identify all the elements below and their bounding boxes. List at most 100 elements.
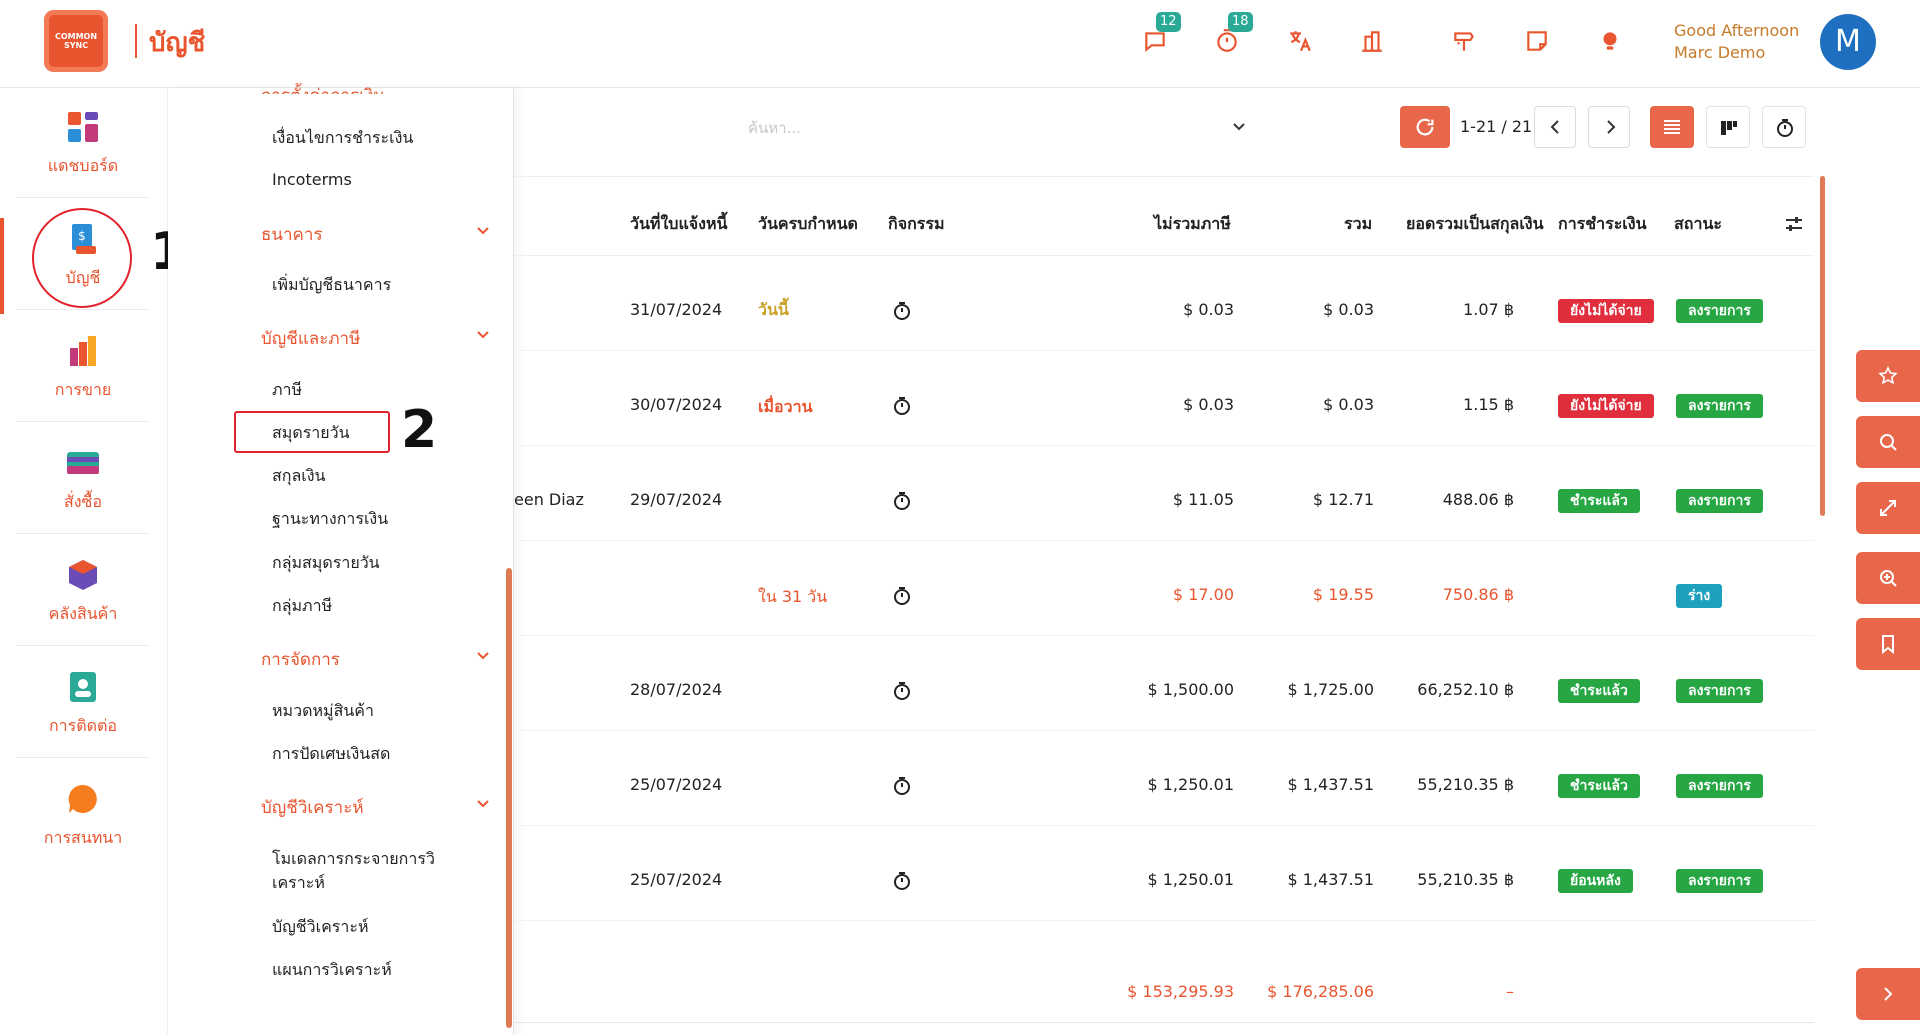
cell-total: $ 1,725.00 <box>1287 680 1374 699</box>
bookmark-button[interactable] <box>1856 618 1920 670</box>
cell-total-currency: 55,210.35 ฿ <box>1417 775 1514 794</box>
refresh-button[interactable] <box>1400 106 1450 148</box>
stopwatch-icon[interactable] <box>892 871 912 891</box>
search-button[interactable] <box>1856 416 1920 468</box>
menu-fiscal-positions[interactable]: ฐานะทางการเงิน <box>272 509 389 528</box>
collapse-panel-button[interactable] <box>1856 968 1920 1020</box>
status-badge: ลงรายการ <box>1676 679 1763 703</box>
nav-label-contacts: การติดต่อ <box>48 716 118 735</box>
expand-button[interactable] <box>1856 482 1920 534</box>
app-logo[interactable]: COMMON SYNC <box>44 10 108 72</box>
stopwatch-icon[interactable] <box>892 491 912 511</box>
logo-divider <box>135 24 137 58</box>
nav-label-discuss: การสนทนา <box>43 828 123 847</box>
row-divider <box>514 825 1814 826</box>
menu-cash-rounding[interactable]: การปัดเศษเงินสด <box>272 744 391 763</box>
chevron-down-icon <box>477 331 489 339</box>
avatar[interactable]: M <box>1820 14 1876 70</box>
status-badge: ลงรายการ <box>1676 489 1763 513</box>
nav-item-dashboard[interactable]: แดชบอร์ด <box>16 88 150 198</box>
nav-item-contacts[interactable]: การติดต่อ <box>16 648 150 758</box>
timer-icon[interactable]: 18 <box>1214 12 1253 58</box>
status-badge: ลงรายการ <box>1676 394 1763 418</box>
stopwatch-icon[interactable] <box>892 396 912 416</box>
translate-icon[interactable] <box>1287 28 1317 58</box>
col-due-date[interactable]: วันครบกำหนด <box>758 214 858 233</box>
list-view-icon <box>1664 120 1680 134</box>
list-scrollbar[interactable] <box>1820 176 1825 516</box>
footer-total-currency-sum: – <box>1506 982 1514 1001</box>
pager-previous-button[interactable] <box>1534 106 1576 148</box>
nav-item-purchase[interactable]: สั่งซื้อ <box>16 424 150 534</box>
chevron-down-icon[interactable] <box>1230 118 1248 136</box>
menu-analytic-plans[interactable]: แผนการวิเคราะห์ <box>272 960 392 979</box>
menu-distribution-models[interactable]: โมเดลการกระจายการวิ เคราะห์ <box>272 847 435 895</box>
zoom-button[interactable] <box>1856 552 1920 604</box>
logo-text: COMMON SYNC <box>54 32 98 50</box>
menu-taxes[interactable]: ภาษี <box>272 380 303 399</box>
nav-item-sales[interactable]: การขาย <box>16 312 150 422</box>
menu-journals[interactable]: สมุดรายวัน <box>272 423 350 442</box>
col-activity[interactable]: กิจกรรม <box>888 214 945 233</box>
status-badge: ลงรายการ <box>1676 774 1763 798</box>
chat-icon[interactable]: 12 <box>1142 12 1181 58</box>
menu-currencies[interactable]: สกุลเงิน <box>272 466 326 485</box>
col-total[interactable]: รวม <box>1344 214 1373 233</box>
menu-tax-groups[interactable]: กลุ่มภาษี <box>272 596 333 615</box>
menu-analytic-accounts[interactable]: บัญชีวิเคราะห์ <box>272 917 369 936</box>
menu-payment-terms[interactable]: เงื่อนไขการชำระเงิน <box>272 128 414 147</box>
pager-value[interactable]: 1-21 / 21 <box>1460 117 1533 136</box>
signpost-icon[interactable] <box>1451 28 1481 58</box>
annotation-circle-1 <box>32 208 132 308</box>
menu-section-accounting[interactable]: บัญชีและภาษี <box>261 325 491 352</box>
app-title: บัญชี <box>149 28 206 58</box>
stopwatch-icon[interactable] <box>892 776 912 796</box>
pager-next-button[interactable] <box>1588 106 1630 148</box>
column-settings-icon[interactable] <box>1784 214 1804 234</box>
row-divider <box>514 350 1814 351</box>
list-view-button[interactable] <box>1650 106 1694 148</box>
submenu-scrollbar[interactable] <box>506 568 512 1028</box>
nav-item-inventory[interactable]: คลังสินค้า <box>16 536 150 646</box>
stopwatch-icon[interactable] <box>892 301 912 321</box>
menu-product-categories[interactable]: หมวดหมู่สินค้า <box>272 701 374 720</box>
nav-label-dashboard: แดชบอร์ด <box>47 156 119 175</box>
col-total-currency[interactable]: ยอดรวมเป็นสกุลเงิน <box>1406 214 1544 233</box>
nav-item-discuss[interactable]: การสนทนา <box>16 760 150 870</box>
menu-add-bank-account[interactable]: เพิ่มบัญชีธนาคาร <box>272 275 392 294</box>
menu-section-analytic[interactable]: บัญชีวิเคราะห์ <box>261 794 491 821</box>
cell-untaxed: $ 0.03 <box>1183 395 1234 414</box>
col-invoice-date[interactable]: วันที่ใบแจ้งหนี้ <box>630 214 728 233</box>
kanban-view-icon <box>1721 121 1737 135</box>
chevron-right-icon <box>1884 987 1893 1001</box>
nav-label-purchase: สั่งซื้อ <box>63 492 103 511</box>
col-untaxed[interactable]: ไม่รวมภาษี <box>1154 214 1231 233</box>
annotation-number-2: 2 <box>401 400 438 460</box>
lightbulb-icon[interactable] <box>1597 28 1627 58</box>
cell-date: 25/07/2024 <box>630 775 723 794</box>
favorite-button[interactable] <box>1856 350 1920 402</box>
stopwatch-icon[interactable] <box>892 681 912 701</box>
cell-total-currency: 488.06 ฿ <box>1442 490 1514 509</box>
menu-distribution-models-line1: โมเดลการกระจายการวิ <box>272 849 435 868</box>
stopwatch-icon[interactable] <box>892 586 912 606</box>
col-status[interactable]: สถานะ <box>1674 214 1722 233</box>
search-input[interactable]: ค้นหา... <box>748 119 801 137</box>
zoom-in-icon <box>1880 570 1897 587</box>
cell-date: 31/07/2024 <box>630 300 723 319</box>
sticky-note-icon[interactable] <box>1524 28 1554 58</box>
kanban-view-button[interactable] <box>1706 106 1750 148</box>
inventory-box-icon <box>69 560 97 590</box>
payment-badge: ยังไม่ได้จ่าย <box>1558 299 1654 323</box>
payment-badge: ย้อนหลัง <box>1558 869 1633 893</box>
building-icon[interactable] <box>1359 28 1389 58</box>
menu-section-management[interactable]: การจัดการ <box>261 646 491 673</box>
cell-due: ใน 31 วัน <box>758 587 828 606</box>
cell-untaxed: $ 17.00 <box>1172 585 1234 604</box>
col-payment-status[interactable]: การชำระเงิน <box>1558 214 1647 233</box>
activity-view-button[interactable] <box>1762 106 1806 148</box>
menu-journal-groups[interactable]: กลุ่มสมุดรายวัน <box>272 553 380 572</box>
menu-section-bank[interactable]: ธนาคาร <box>261 221 491 248</box>
menu-incoterms[interactable]: Incoterms <box>272 170 352 189</box>
status-badge: ลงรายการ <box>1676 299 1763 323</box>
